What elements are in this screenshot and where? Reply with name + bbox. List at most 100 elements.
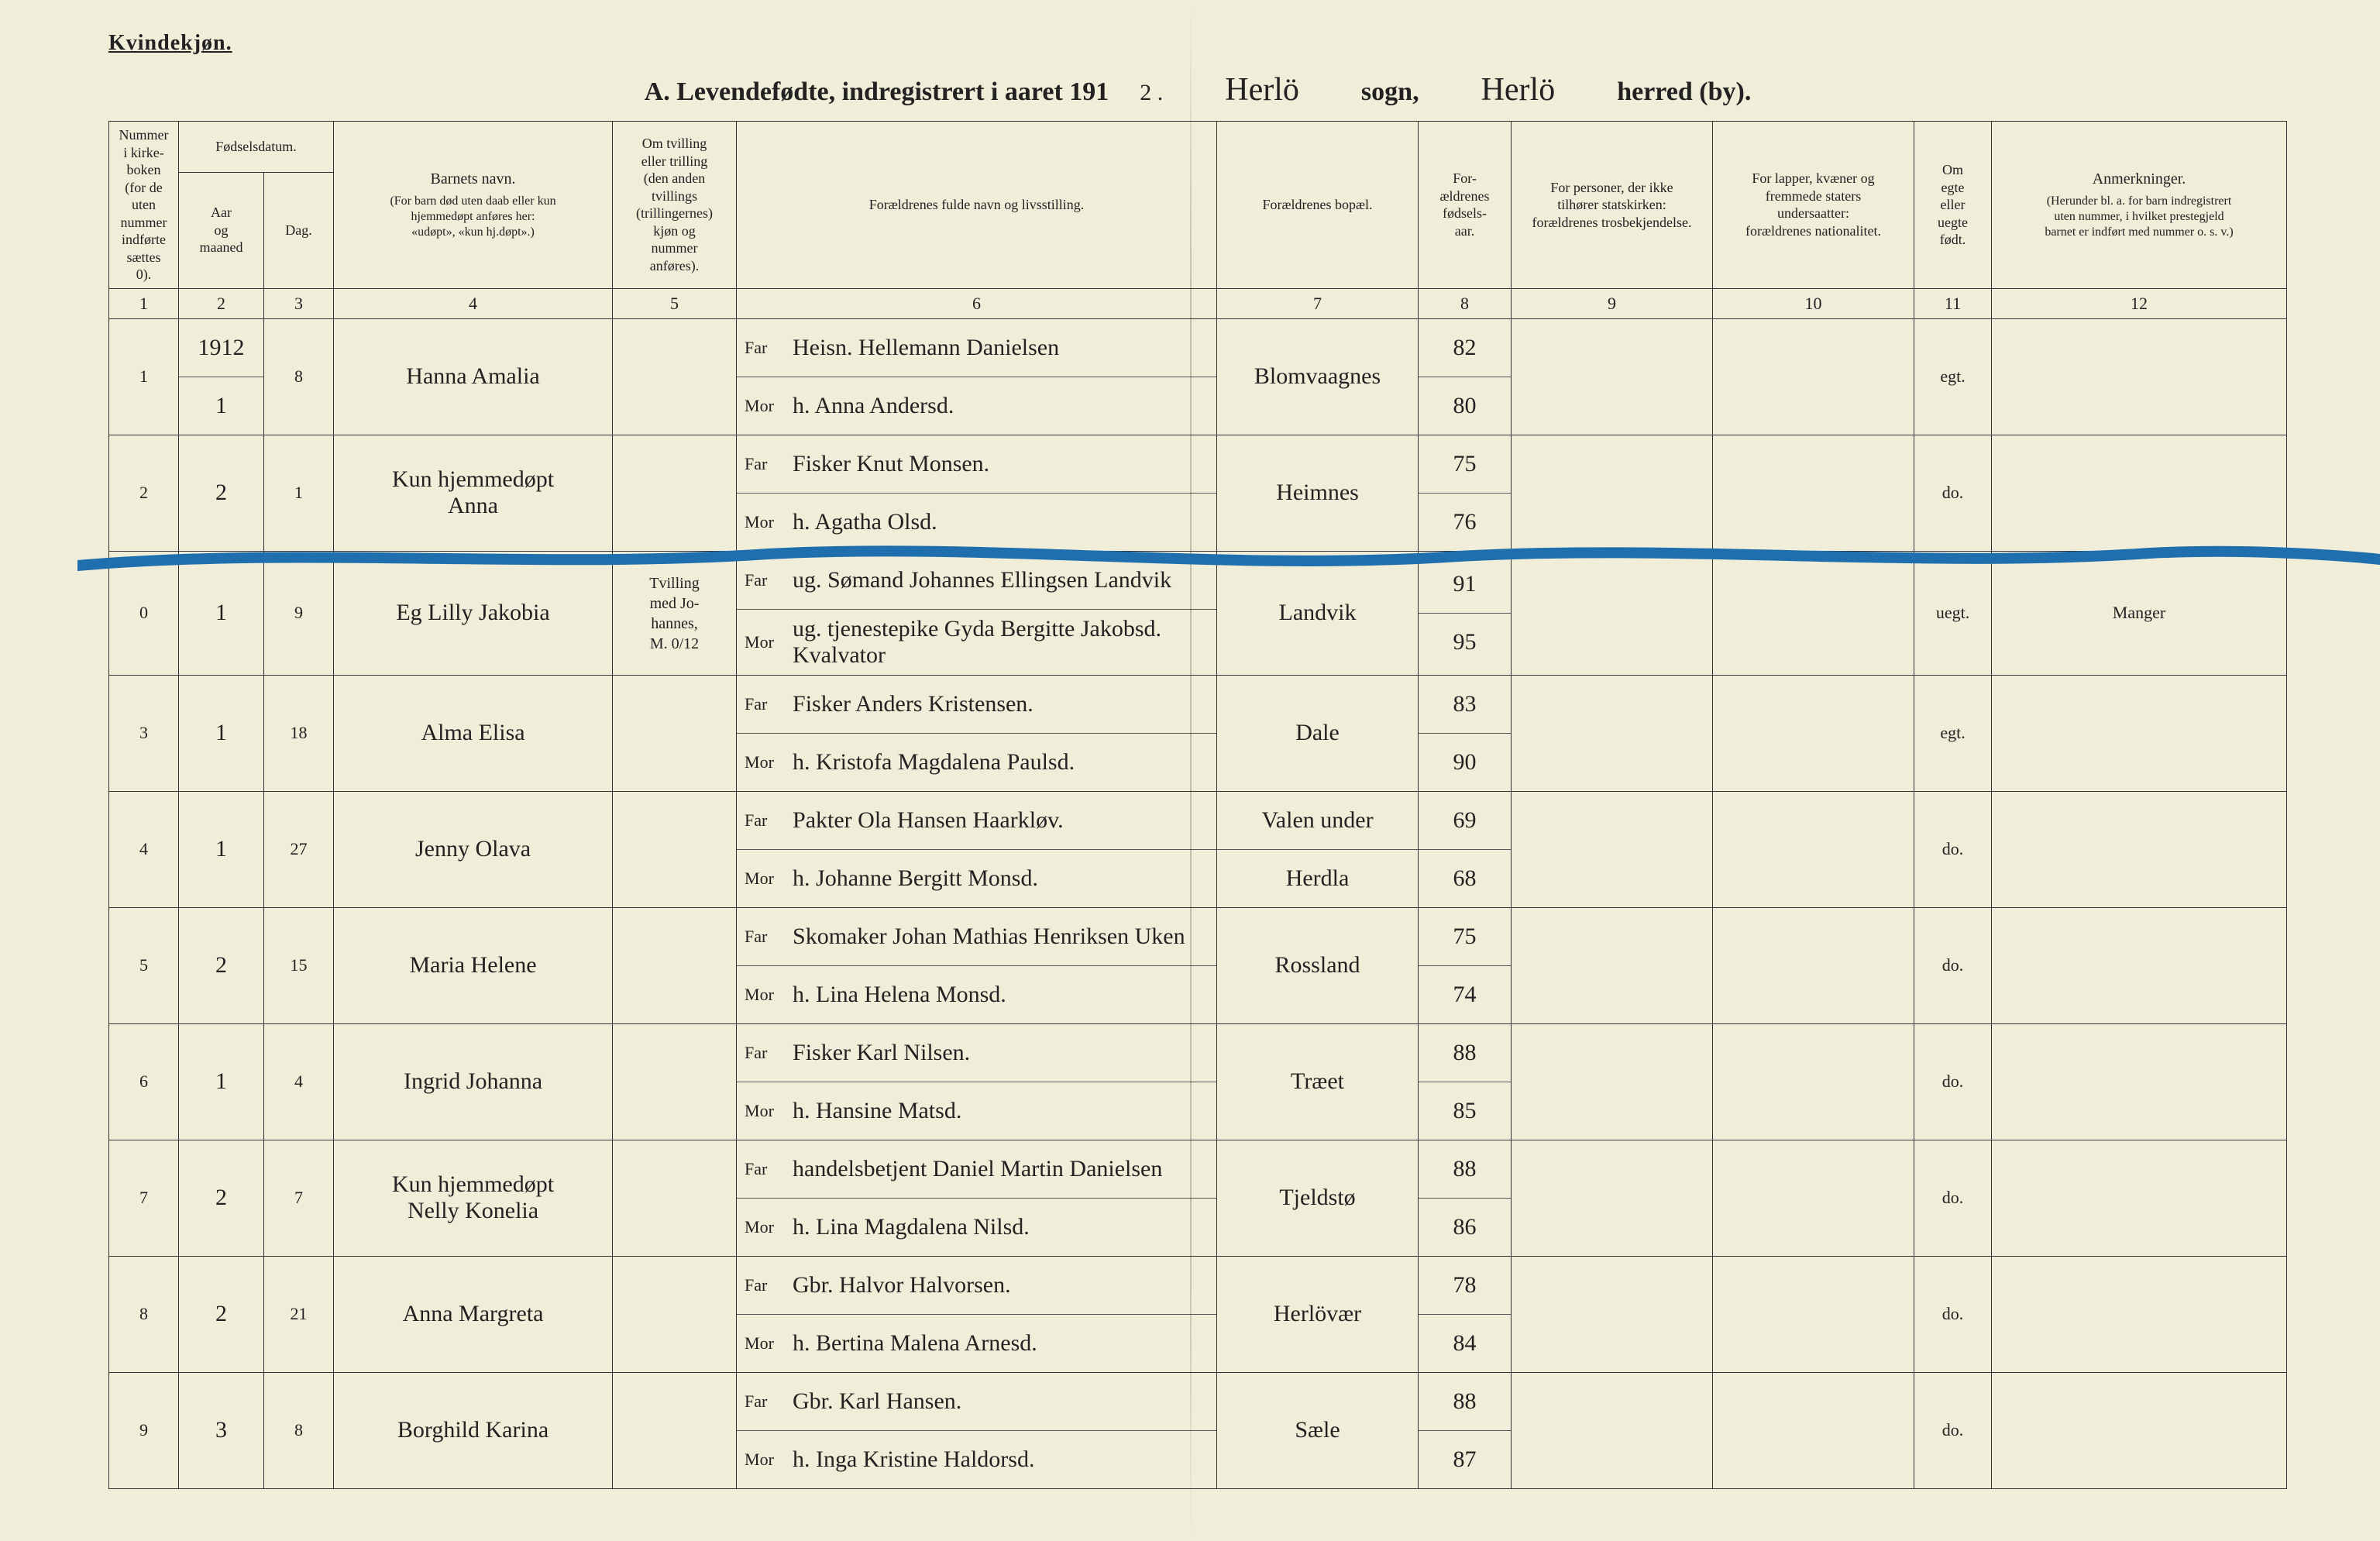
cell: FarFisker Karl Nilsen. Morh. Hansine Mat… (737, 1023, 1217, 1140)
col-2a-header: Aar og maaned (179, 172, 264, 288)
colnum: 7 (1217, 288, 1419, 318)
cell: Sæle (1217, 1372, 1419, 1488)
cell: do. (1914, 907, 1992, 1023)
cell: 1 (264, 435, 334, 551)
cell: FarGbr. Halvor Halvorsen. Morh. Bertina … (737, 1256, 1217, 1372)
cell (1713, 675, 1914, 791)
cell: 3 (179, 1372, 264, 1488)
cell: 8390 (1419, 675, 1512, 791)
cell (1992, 675, 2287, 791)
colnum: 8 (1419, 288, 1512, 318)
cell (1512, 675, 1713, 791)
cell: 7574 (1419, 907, 1512, 1023)
cell: Farhandelsbetjent Daniel Martin Danielse… (737, 1140, 1217, 1256)
cell: Kun hjemmedøptAnna (334, 435, 613, 551)
cell: FarGbr. Karl Hansen. Morh. Inga Kristine… (737, 1372, 1217, 1488)
cell: 9 (264, 551, 334, 675)
cell (613, 1140, 737, 1256)
cell (1512, 1023, 1713, 1140)
cell: 1 (179, 551, 264, 675)
col-12-title: Anmerkninger. (1998, 170, 2280, 189)
cell: Borghild Karina (334, 1372, 613, 1488)
table-head: Nummer i kirke- boken (for de uten numme… (109, 122, 2287, 319)
cell (613, 791, 737, 907)
cell (1713, 907, 1914, 1023)
cell: 7884 (1419, 1256, 1512, 1372)
cell: Herlövær (1217, 1256, 1419, 1372)
cell: 9195 (1419, 551, 1512, 675)
cell (1512, 435, 1713, 551)
cell (613, 675, 737, 791)
cell: 2 (179, 1140, 264, 1256)
colnum: 12 (1992, 288, 2287, 318)
colnum: 6 (737, 288, 1217, 318)
cell: Heimnes (1217, 435, 1419, 551)
cell: 8280 (1419, 318, 1512, 435)
cell (1992, 435, 2287, 551)
col-2-top-header: Fødselsdatum. (179, 122, 334, 173)
column-number-row: 1 2 3 4 5 6 7 8 9 10 11 12 (109, 288, 2287, 318)
colnum: 9 (1512, 288, 1713, 318)
cell: Eg Lilly Jakobia (334, 551, 613, 675)
col-4-title: Barnets navn. (340, 170, 606, 189)
cell: Blomvaagnes (1217, 318, 1419, 435)
cell (1713, 791, 1914, 907)
cell: Alma Elisa (334, 675, 613, 791)
cell: Træet (1217, 1023, 1419, 1140)
cell: do. (1914, 435, 1992, 551)
cell: Tjeldstø (1217, 1140, 1419, 1256)
cell: 1 (179, 791, 264, 907)
cell: 2 (179, 907, 264, 1023)
col-6-header: Forældrenes fulde navn og livsstilling. (737, 122, 1217, 289)
cell: 8 (109, 1256, 179, 1372)
cell: 2 (109, 435, 179, 551)
cell: 8885 (1419, 1023, 1512, 1140)
table-row: 4127Jenny Olava FarPakter Ola Hansen Haa… (109, 791, 2287, 907)
colnum: 10 (1713, 288, 1914, 318)
cell: 8 (264, 1372, 334, 1488)
cell (1992, 1256, 2287, 1372)
col-5-header: Om tvilling eller trilling (den anden tv… (613, 122, 737, 289)
cell: 1 (179, 675, 264, 791)
table-row: 614Ingrid Johanna FarFisker Karl Nilsen.… (109, 1023, 2287, 1140)
cell: do. (1914, 1140, 1992, 1256)
cell (1713, 435, 1914, 551)
title-prefix: A. Levendefødte, indregistrert i aaret 1… (645, 77, 1109, 107)
cell: FarPakter Ola Hansen Haarkløv. Morh. Joh… (737, 791, 1217, 907)
cell (1713, 1372, 1914, 1488)
col-8-header: For- ældrenes fødsels- aar. (1419, 122, 1512, 289)
cell (1992, 1372, 2287, 1488)
cell (1512, 1140, 1713, 1256)
table-row: 938Borghild Karina FarGbr. Karl Hansen. … (109, 1372, 2287, 1488)
cell (1992, 1023, 2287, 1140)
cell: egt. (1914, 318, 1992, 435)
cell (613, 1372, 737, 1488)
cell (1713, 1023, 1914, 1140)
cell: egt. (1914, 675, 1992, 791)
cell (1512, 1372, 1713, 1488)
cell (1512, 791, 1713, 907)
cell: 19121 (179, 318, 264, 435)
cell: Kun hjemmedøptNelly Konelia (334, 1140, 613, 1256)
col-12-header: Anmerkninger. (Herunder bl. a. for barn … (1992, 122, 2287, 289)
cell: Ingrid Johanna (334, 1023, 613, 1140)
table-row: 3118Alma Elisa FarFisker Anders Kristens… (109, 675, 2287, 791)
cell: 2 (179, 1256, 264, 1372)
cell: 8 (264, 318, 334, 435)
cell (613, 318, 737, 435)
herred-label: herred (by). (1617, 77, 1751, 107)
cell: 1 (179, 1023, 264, 1140)
cell: 3 (109, 675, 179, 791)
cell: FarSkomaker Johan Mathias Henriksen Uken… (737, 907, 1217, 1023)
register-table: Nummer i kirke- boken (for de uten numme… (108, 121, 2287, 1489)
cell: 18 (264, 675, 334, 791)
cell: 1 (109, 318, 179, 435)
cell (1512, 551, 1713, 675)
cell (1992, 1140, 2287, 1256)
title-row: A. Levendefødte, indregistrert i aaret 1… (108, 71, 2287, 108)
cell: Landvik (1217, 551, 1419, 675)
herred-hand: Herlö (1450, 71, 1587, 108)
cell: FarFisker Knut Monsen. Morh. Agatha Olsd… (737, 435, 1217, 551)
table-row: 5215Maria Helene FarSkomaker Johan Mathi… (109, 907, 2287, 1023)
cell: Rossland (1217, 907, 1419, 1023)
